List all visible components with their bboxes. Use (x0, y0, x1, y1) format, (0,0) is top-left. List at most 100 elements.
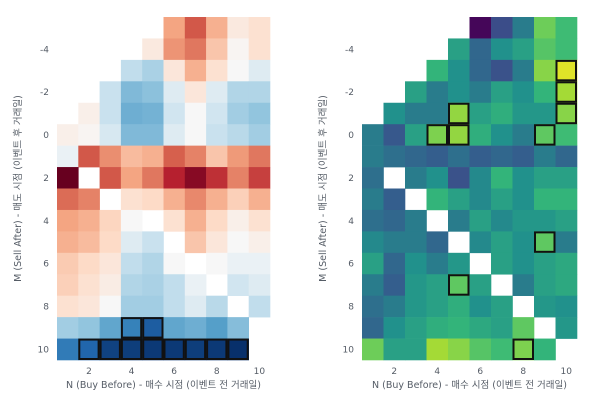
heatmap-chart-viridis: -4 -2 0 2 4 6 8 10 2 4 6 8 10 N (Buy Before) - 매수 시점 … (317, 17, 578, 391)
heatmap-cells (362, 17, 578, 361)
heatmap-cell-viridis-m-2-n8 (512, 81, 535, 104)
heatmap-cell-rdbu-m-2-n4 (120, 81, 143, 104)
heatmap-cell-viridis-m8-n2 (383, 295, 406, 318)
heatmap-cell-viridis-m6-n9 (534, 252, 556, 275)
y-tick-label: 2 (348, 174, 354, 184)
heatmap-cell-viridis-m-2-n9 (534, 81, 556, 104)
heatmap-cell-viridis-m0-n2 (383, 124, 406, 146)
heatmap-cell-rdbu-m10-n8 (206, 338, 228, 361)
heatmap-cell-rdbu-m-3-n6 (163, 59, 186, 82)
heatmap-cell-viridis-m0-n4 (426, 124, 449, 146)
heatmap-cell-rdbu-m0-n3 (99, 124, 122, 146)
heatmap-cell-rdbu-m1-n8 (206, 145, 228, 168)
y-tick-label: 8 (348, 303, 354, 313)
heatmap-cell-rdbu-m2-n1 (57, 167, 79, 189)
heatmap-cell-viridis-m-1-n5 (448, 102, 470, 125)
highlight-cell-rdbu-m10-n9 (227, 338, 249, 360)
highlight-cell-viridis-m0-n9 (534, 124, 556, 146)
x-tick-label: 6 (171, 367, 177, 377)
heatmap-cell-viridis-m8-n1 (362, 295, 384, 318)
highlight-cell-rdbu-m10-n2 (78, 338, 100, 360)
x-tick-label: 4 (129, 367, 135, 377)
heatmap-cell-rdbu-m2-n8 (206, 167, 228, 189)
heatmap-cell-rdbu-m4-n7 (184, 209, 207, 232)
heatmap-cell-viridis-m8-n5 (448, 295, 470, 318)
heatmap-cell-viridis-m4-n8 (512, 209, 535, 232)
heatmap-cell-rdbu-m8-n8 (206, 295, 228, 318)
heatmap-cell-rdbu-m6-n1 (57, 252, 79, 275)
heatmap-cell-rdbu-m3-n7 (184, 188, 207, 211)
heatmap-cell-viridis-m-2-n3 (405, 81, 427, 104)
heatmap-cell-viridis-m1-n9 (534, 145, 556, 168)
y-tick-label: 6 (43, 260, 49, 270)
heatmap-cell-viridis-m-1-n6 (469, 102, 492, 125)
highlight-cell-rdbu-m9-n4 (120, 317, 143, 339)
x-tick-label: 8 (214, 367, 220, 377)
heatmap-cell-viridis-m10-n9 (534, 338, 556, 361)
heatmap-cell-viridis-m10-n4 (426, 338, 449, 361)
heatmap-cell-rdbu-m7-n9 (227, 274, 249, 296)
heatmap-cell-viridis-m10-n1 (362, 338, 384, 361)
heatmap-cell-rdbu-m7-n10 (248, 274, 271, 296)
heatmap-cell-rdbu-m-4-n9 (227, 38, 249, 61)
heatmap-cell-viridis-m4-n2 (383, 209, 406, 232)
heatmap-cell-rdbu-m1-n9 (227, 145, 249, 168)
x-axis-title: N (Buy Before) - 매수 시점 (이벤트 전 거래일) (372, 379, 567, 391)
heatmap-cell-viridis-m2-n6 (469, 167, 492, 189)
heatmap-cell-rdbu-m-5-n6 (163, 17, 186, 39)
heatmap-cell-viridis-m9-n4 (426, 317, 449, 339)
heatmap-cell-rdbu-m7-n4 (120, 274, 143, 296)
heatmap-cell-rdbu-m9-n6 (163, 317, 186, 339)
heatmap-cell-viridis-m4-n9 (534, 209, 556, 232)
heatmap-cell-rdbu-m6-n4 (120, 252, 143, 275)
heatmap-cell-viridis-m-1-n9 (534, 102, 556, 125)
heatmap-cell-rdbu-m3-n8 (206, 188, 228, 211)
heatmap-cell-rdbu-m5-n2 (78, 231, 100, 254)
highlight-cell-rdbu-m10-n4 (120, 338, 143, 360)
heatmap-cell-rdbu-m3-n5 (142, 188, 164, 211)
heatmap-cell-viridis-m-4-n9 (534, 38, 556, 61)
heatmap-cell-viridis-m-3-n9 (534, 59, 556, 82)
heatmap-cell-rdbu-m1-n1 (57, 145, 79, 168)
heatmap-cell-viridis-m-2-n4 (426, 81, 449, 104)
heatmap-cell-rdbu-m10-n9 (227, 338, 249, 361)
heatmap-cell-rdbu-m7-n7 (184, 274, 207, 296)
heatmap-cell-rdbu-m-2-n9 (227, 81, 249, 104)
heatmap-cell-rdbu-m4-n8 (206, 209, 228, 232)
heatmap-cell-rdbu-m0-n5 (142, 124, 164, 146)
heatmap-cell-viridis-m1-n6 (469, 145, 492, 168)
y-tick-label: 10 (38, 345, 50, 355)
y-tick-label: 6 (348, 260, 354, 270)
heatmap-cell-viridis-m1-n3 (405, 145, 427, 168)
heatmap-cell-viridis-m4-n7 (491, 209, 513, 232)
heatmap-cell-viridis-m5-n4 (426, 231, 449, 254)
heatmap-cell-rdbu-m6-n6 (163, 252, 186, 275)
heatmap-cell-rdbu-m-2-n3 (99, 81, 122, 104)
heatmap-cell-viridis-m9-n3 (405, 317, 427, 339)
heatmap-cell-viridis-m7-n5 (448, 274, 470, 296)
heatmap-cell-rdbu-m6-n2 (78, 252, 100, 275)
heatmap-cell-rdbu-m3-n6 (163, 188, 186, 211)
heatmap-cell-rdbu-m9-n8 (206, 317, 228, 339)
heatmap-cell-rdbu-m7-n3 (99, 274, 122, 296)
heatmap-cell-rdbu-m10-n3 (99, 338, 122, 361)
heatmap-cell-viridis-m9-n10 (555, 317, 578, 339)
heatmap-cell-rdbu-m8-n10 (248, 295, 271, 318)
heatmap-cell-viridis-m4-n1 (362, 209, 384, 232)
heatmap-cell-viridis-m-4-n5 (448, 38, 470, 61)
heatmap-cell-viridis-m2-n4 (426, 167, 449, 189)
y-tick-label: 0 (348, 131, 354, 141)
heatmap-cell-viridis-m1-n1 (362, 145, 384, 168)
heatmap-cell-rdbu-m2-n6 (163, 167, 186, 189)
heatmap-cell-rdbu-m5-n8 (206, 231, 228, 254)
highlight-cell-viridis-m-3-n10 (555, 59, 577, 82)
x-tick-label: 10 (561, 367, 573, 377)
heatmap-cell-viridis-m9-n5 (448, 317, 470, 339)
heatmap-cell-viridis-m-3-n7 (491, 59, 513, 82)
heatmap-cell-rdbu-m-1-n3 (99, 102, 122, 125)
heatmap-cell-rdbu-m0-n7 (184, 124, 207, 146)
heatmap-cell-rdbu-m3-n9 (227, 188, 249, 211)
heatmap-cell-rdbu-m2-n4 (120, 167, 143, 189)
heatmap-cell-viridis-m3-n7 (491, 188, 513, 211)
heatmap-cell-viridis-m6-n7 (491, 252, 513, 275)
